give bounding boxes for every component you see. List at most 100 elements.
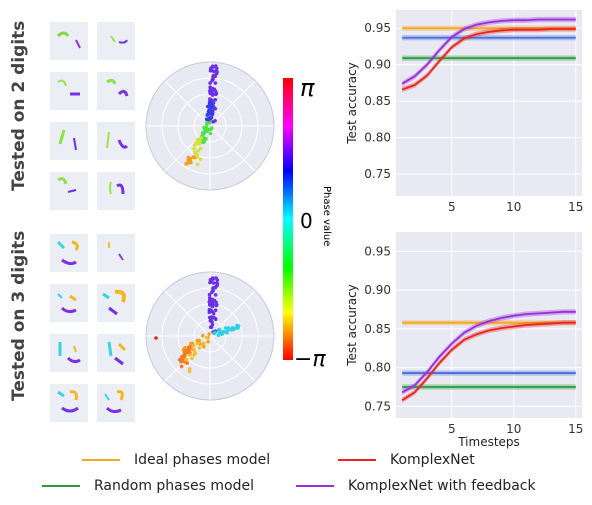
polar-point (181, 357, 185, 362)
polar-point (203, 128, 207, 133)
colorbar-bottom-label: −π (294, 347, 326, 370)
sample-thumbnail (97, 234, 135, 272)
polar-point (215, 283, 219, 288)
sample-thumbnail (97, 122, 135, 160)
polar-point (195, 153, 200, 157)
polar-point (214, 71, 219, 76)
polar-point (205, 128, 210, 132)
series-komplexnet-line (401, 28, 576, 91)
x-tick-label: 5 (448, 200, 456, 214)
polar-point (209, 318, 213, 322)
polar-point (186, 155, 191, 160)
legend-swatch (296, 485, 334, 487)
legend-swatch (42, 485, 80, 487)
x-axis-label: Timesteps (457, 435, 520, 449)
polar-point (214, 276, 218, 280)
sample-thumbnail (50, 334, 88, 372)
legend-label: Ideal phases model (134, 452, 271, 468)
polar-point (213, 98, 218, 102)
polar-point (207, 307, 212, 312)
colorbar-top-label: π (300, 74, 315, 102)
plot-area (396, 10, 582, 196)
polar-point (205, 121, 209, 125)
polar-point (201, 333, 205, 338)
polar-point (184, 162, 188, 166)
polar-point (213, 81, 218, 85)
polar-point (209, 66, 213, 71)
polar-point (195, 138, 200, 143)
polar-point (208, 325, 213, 329)
polar-point (213, 317, 218, 322)
polar-point (211, 88, 215, 92)
polar-point (210, 126, 214, 130)
legend-item-feedback: KomplexNet with feedback (296, 478, 536, 494)
polar-plot-2-digits (145, 61, 275, 191)
sample-thumbnail (50, 284, 88, 322)
polar-point (198, 146, 203, 151)
polar-point (179, 360, 183, 364)
polar-point (211, 299, 215, 303)
polar-point (195, 162, 200, 167)
legend-label: KomplexNet with feedback (348, 478, 536, 494)
polar-point (187, 367, 192, 371)
legend-item-komplexnet: KomplexNet (338, 452, 475, 468)
polar-point (231, 326, 235, 330)
polar-point (192, 155, 196, 160)
polar-point (207, 332, 211, 336)
polar-plot-3-digits (145, 271, 275, 401)
y-tick-label: 0.90 (364, 58, 391, 72)
polar-point (192, 348, 197, 352)
y-tick-label: 0.75 (364, 167, 391, 181)
polar-point (193, 141, 198, 145)
sample-thumbnail (50, 234, 88, 272)
colorbar-mid-label: 0 (300, 209, 313, 233)
polar-point (215, 303, 219, 307)
y-tick-label: 0.95 (364, 244, 391, 258)
polar-point (213, 293, 218, 297)
polar-point (211, 69, 216, 74)
colorbar-title: Phase value (321, 186, 332, 246)
polar-point (210, 78, 214, 83)
polar-point (211, 311, 216, 316)
y-axis-label: Test accuracy (345, 62, 359, 145)
polar-point (223, 326, 228, 330)
y-tick-label: 0.80 (364, 131, 391, 145)
x-tick-label: 15 (568, 422, 583, 436)
polar-point (206, 109, 211, 114)
legend-swatch (338, 459, 376, 461)
series-komplexnet-with-feedback-line (401, 18, 576, 85)
polar-point (207, 102, 212, 106)
polar-point (179, 364, 184, 369)
sample-thumbnail (50, 122, 88, 160)
legend-item-ideal: Ideal phases model (82, 452, 270, 468)
polar-point (211, 120, 215, 124)
polar-point (210, 290, 214, 295)
sample-thumbnail (97, 284, 135, 322)
sample-thumbnail (97, 334, 135, 372)
phase-colorbar: π 0 −π Phase value (283, 74, 332, 370)
sample-thumbnail (50, 384, 88, 422)
polar-point (202, 342, 206, 346)
series-komplexnet-with-feedback-band (402, 16, 576, 87)
legend-label: Random phases model (94, 478, 254, 494)
polar-point (199, 136, 203, 140)
polar-point (208, 131, 213, 136)
y-axis-label: Test accuracy (345, 284, 359, 367)
polar-point (222, 330, 226, 334)
accuracy-chart-3-digits: 0.75 0.80 0.85 0.90 0.95 5 10 15 Test accuracy Ti… (345, 232, 583, 449)
polar-point (204, 336, 209, 340)
sample-thumbnail (50, 22, 88, 60)
sample-thumbnail (50, 72, 88, 110)
polar-point (195, 338, 199, 343)
x-tick-label: 15 (568, 200, 583, 214)
legend-label: KomplexNet (390, 452, 475, 468)
polar-point (206, 104, 210, 109)
row-label-3-digits: Tested on 3 digits (9, 230, 29, 401)
polar-point (190, 356, 194, 361)
y-tick-label: 0.75 (364, 399, 391, 413)
legend: Ideal phases model KomplexNet Random pha… (0, 446, 592, 502)
polar-point (208, 97, 212, 101)
x-tick-label: 5 (448, 422, 456, 436)
y-tick-label: 0.90 (364, 283, 391, 297)
polar-point (184, 357, 188, 362)
